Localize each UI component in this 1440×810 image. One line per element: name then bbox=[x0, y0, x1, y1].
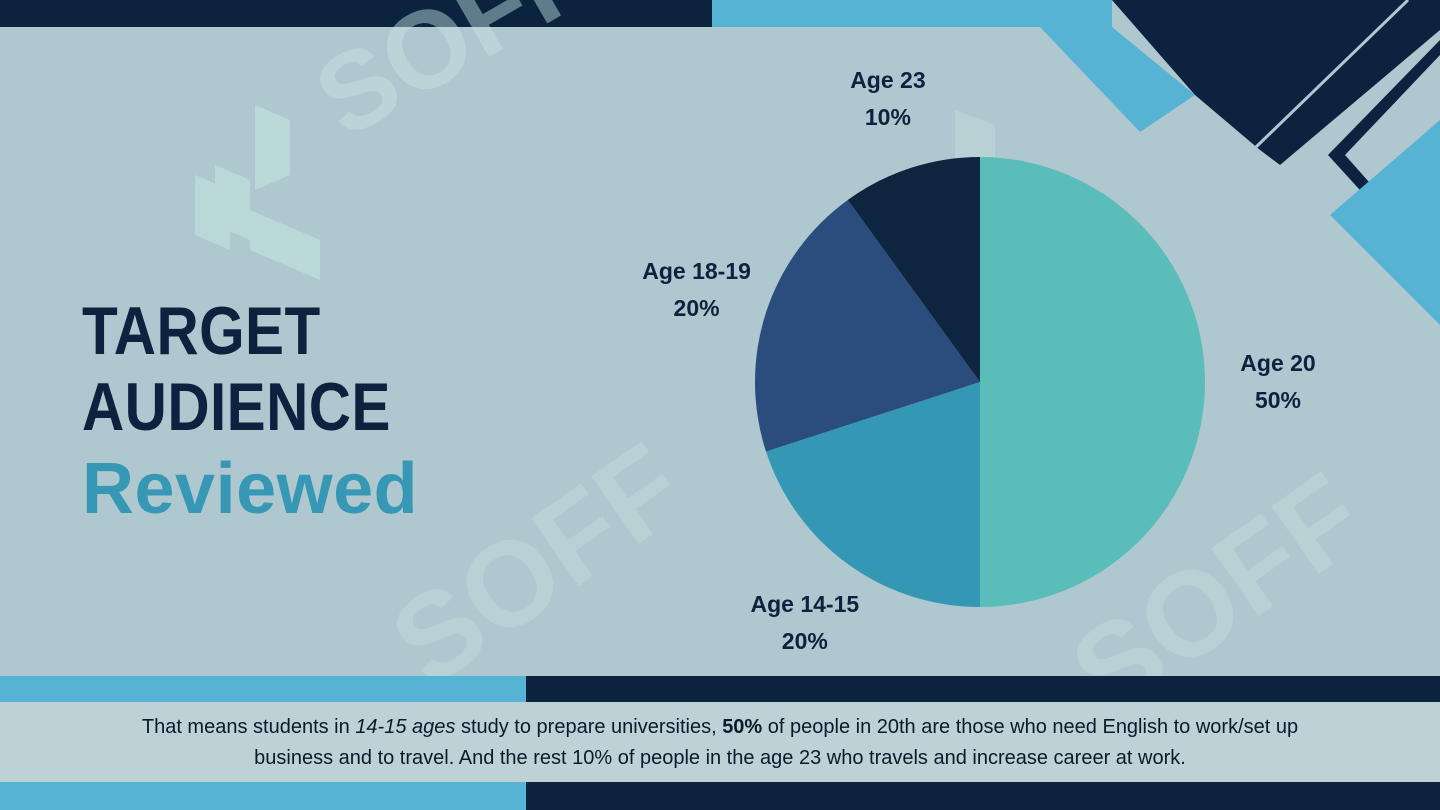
pie-label-age-18-19: Age 18-19 20% bbox=[607, 253, 787, 327]
caption-part-1: That means students in bbox=[141, 716, 356, 738]
pie-slice-age-14-15 bbox=[766, 382, 980, 607]
caption-emphasis-ages: 14-15 ages bbox=[355, 716, 456, 738]
caption-part-5: of people in 20th are those who need Eng… bbox=[254, 716, 1299, 769]
bottom-navy-bar bbox=[526, 676, 1440, 702]
pie-label-name: Age 14-15 bbox=[750, 591, 860, 618]
corner-stripe bbox=[1253, 0, 1410, 150]
pie-slice-age-18-19 bbox=[754, 199, 980, 452]
sky-diagonal-band bbox=[1040, 27, 1195, 132]
top-sky-bar bbox=[712, 0, 1112, 27]
pie-slice-age-20 bbox=[980, 157, 1205, 607]
pie-label-name: Age 23 bbox=[850, 66, 926, 93]
top-navy-bar bbox=[0, 0, 712, 27]
pie-label-age-14-15: Age 14-15 20% bbox=[715, 586, 895, 660]
caption-text: That means students in 14-15 ages study … bbox=[100, 712, 1340, 774]
watermark-logo-left bbox=[195, 105, 320, 280]
pie-label-value: 10% bbox=[864, 103, 911, 130]
pie-label-value: 20% bbox=[673, 294, 720, 321]
caption: That means students in 14-15 ages study … bbox=[0, 704, 1440, 782]
pie-label-age-23: Age 23 10% bbox=[798, 62, 978, 136]
pie-label-name: Age 18-19 bbox=[642, 257, 751, 284]
pie-label-age-20: Age 20 50% bbox=[1188, 345, 1368, 419]
pie-label-value: 50% bbox=[1254, 387, 1302, 413]
footer-sky-bar bbox=[0, 782, 526, 810]
sky-corner-triangle bbox=[1330, 120, 1440, 325]
caption-emphasis-percent: 50% bbox=[722, 716, 763, 738]
footer-navy-bar bbox=[526, 782, 1440, 810]
title-line-2: AUDIENCE bbox=[82, 369, 391, 445]
pie-slice-age-23 bbox=[847, 157, 980, 382]
title-line-3: Reviewed bbox=[82, 449, 419, 529]
navy-corner-shape bbox=[1112, 0, 1440, 165]
pie-label-value: 20% bbox=[781, 628, 828, 655]
pie-label-name: Age 20 bbox=[1240, 350, 1316, 376]
caption-part-3: study to prepare universities, bbox=[455, 716, 723, 738]
caption-panel bbox=[0, 702, 1440, 782]
title-line-1: TARGET bbox=[82, 293, 321, 369]
bottom-sky-bar bbox=[0, 676, 526, 702]
